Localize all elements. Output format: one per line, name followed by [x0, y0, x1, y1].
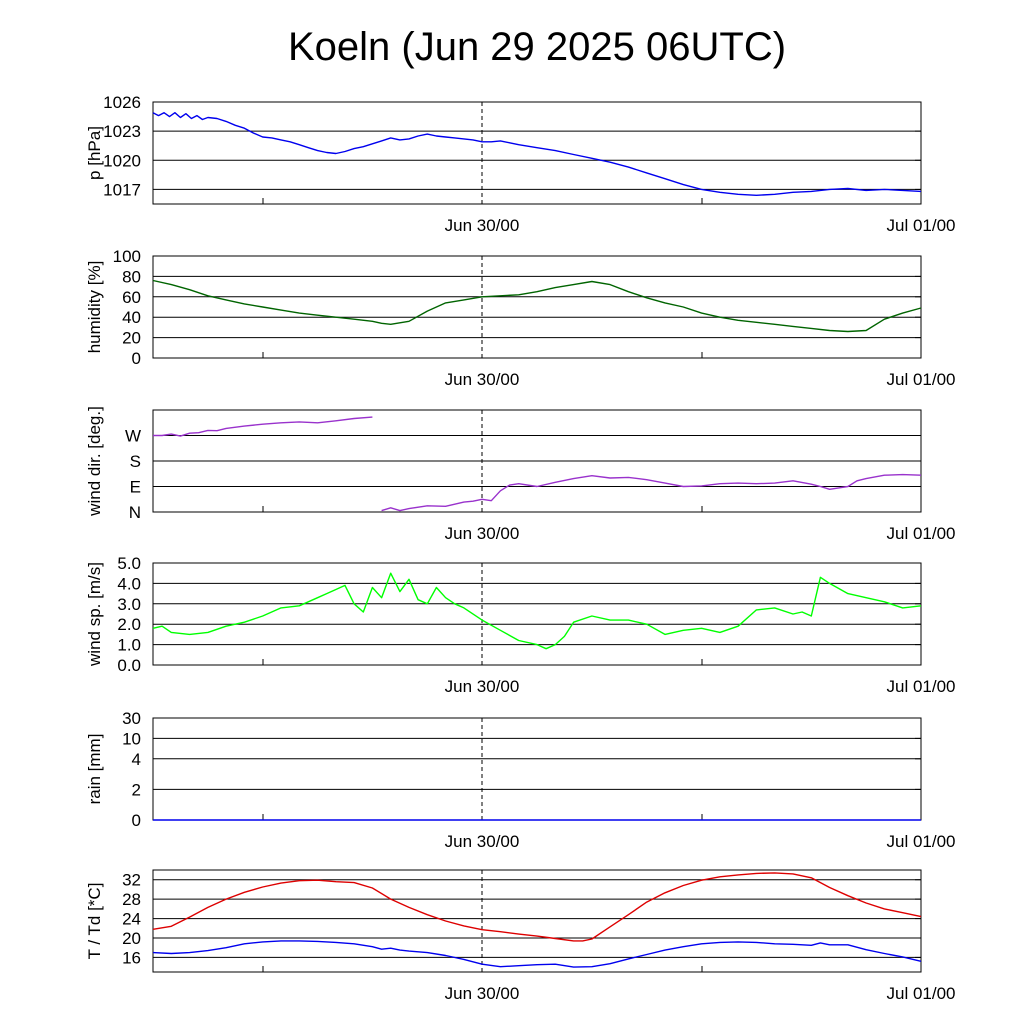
panel-wind_speed: 0.01.0 2.03.0 4.05.0 Jun 30/00 Jul 01/00 wind…: [85, 554, 956, 696]
y-tick-label: 1020: [103, 151, 141, 170]
series-line: [152, 572, 922, 650]
y-tick-label: 0.0: [117, 656, 141, 675]
y-tick-label: 4.0: [117, 574, 141, 593]
series-line: [381, 473, 922, 512]
panel-frame: [152, 255, 922, 359]
series-line: [152, 111, 922, 197]
panel-frame: [152, 409, 922, 513]
y-tick-label: 30: [122, 709, 141, 728]
y-tick-label: W: [125, 427, 141, 446]
x-tick-label: Jul 01/00: [887, 216, 956, 235]
y-tick-label: S: [130, 452, 141, 471]
y-tick-label: 4: [132, 750, 141, 769]
series-line: [153, 416, 373, 437]
panel-frame: [152, 101, 922, 205]
chart-title: Koeln (Jun 29 2025 06UTC): [288, 25, 786, 69]
y-tick-label: 16: [122, 948, 141, 967]
x-tick-label: Jul 01/00: [887, 677, 956, 696]
x-tick-label: Jul 01/00: [887, 370, 956, 389]
series-line: [152, 279, 922, 333]
x-tick-label: Jun 30/00: [445, 832, 520, 851]
y-axis-label: p [hPa]: [85, 126, 104, 180]
y-tick-label: 60: [122, 288, 141, 307]
x-tick-label: Jun 30/00: [445, 677, 520, 696]
y-tick-label: 1.0: [117, 636, 141, 655]
y-tick-label: 28: [122, 890, 141, 909]
y-tick-label: 20: [122, 929, 141, 948]
y-tick-label: 40: [122, 308, 141, 327]
y-tick-label: 32: [122, 871, 141, 890]
y-tick-label: E: [130, 478, 141, 497]
y-tick-label: 5.0: [117, 554, 141, 573]
y-tick-label: 24: [122, 910, 141, 929]
y-tick-label: 1017: [103, 180, 141, 199]
y-axis-label: wind dir. [deg.]: [85, 406, 104, 517]
y-axis-label: T / Td [*C]: [85, 883, 104, 960]
x-tick-label: Jun 30/00: [445, 524, 520, 543]
y-axis-label: rain [mm]: [85, 734, 104, 805]
y-tick-label: 20: [122, 329, 141, 348]
y-tick-label: 1026: [103, 93, 141, 112]
y-tick-label: 10: [122, 729, 141, 748]
x-tick-label: Jun 30/00: [445, 370, 520, 389]
x-tick-label: Jun 30/00: [445, 216, 520, 235]
y-tick-label: 100: [113, 247, 141, 266]
y-tick-label: 2: [132, 780, 141, 799]
y-tick-label: 3.0: [117, 595, 141, 614]
x-tick-label: Jul 01/00: [887, 984, 956, 1003]
y-tick-label: 80: [122, 267, 141, 286]
y-axis-label: humidity [%]: [85, 261, 104, 354]
y-tick-label: 1023: [103, 122, 141, 141]
y-tick-label: 0: [132, 811, 141, 830]
series-line: [152, 940, 922, 968]
y-tick-label: 0: [132, 349, 141, 368]
panel-frame: [152, 562, 922, 666]
panel-frame: [152, 869, 922, 973]
y-tick-label: N: [129, 503, 141, 522]
series-line: [152, 872, 922, 942]
y-axis-label: wind sp. [m/s]: [85, 562, 104, 667]
x-tick-label: Jun 30/00: [445, 984, 520, 1003]
y-tick-label: 2.0: [117, 615, 141, 634]
x-tick-label: Jul 01/00: [887, 832, 956, 851]
panel-pressure: 1017 1020 1023 1026 Jun 30/00 Jul 01/00 p [hPa…: [85, 93, 956, 235]
panel-frame: [152, 717, 922, 821]
x-tick-label: Jul 01/00: [887, 524, 956, 543]
